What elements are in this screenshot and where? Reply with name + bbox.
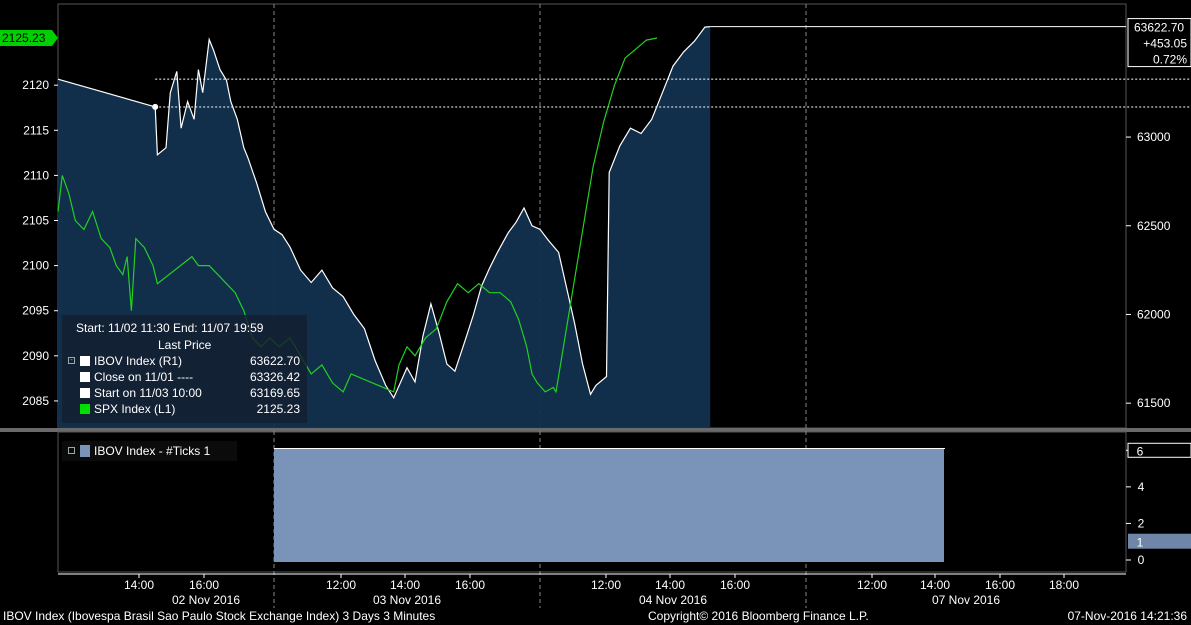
ticks-legend-name: IBOV Index - #Ticks 1 [94,444,211,458]
left-axis-label: 2115 [23,123,49,137]
legend-series-value: 63622.70 [249,354,300,368]
spx-line [57,37,658,394]
legend-series-value: 63169.65 [249,386,300,400]
spx-last-badge-pointer [52,30,58,47]
date-axis-label: 03 Nov 2016 [373,593,441,607]
legend-subheader: Last Price [158,338,212,352]
left-axis-label: 2090 [22,349,49,363]
time-axis-label: 14:00 [124,578,154,592]
ticks-axis-label: 4 [1138,480,1145,494]
ibov-last-box [1127,18,1191,68]
collapse-toggle-icon[interactable]: - [68,357,75,364]
right-axis-label: 61500 [1137,396,1171,410]
ibov-last-price-label: 63622.70 [1134,21,1184,35]
time-axis-label: 18:00 [1049,578,1079,592]
time-axis-label: 12:00 [857,578,887,592]
footer-copyright: Copyright© 2016 Bloomberg Finance L.P. [648,609,869,623]
legend-row-close[interactable]: Close on 11/01 ---- 63326.42 [68,370,304,384]
footer-timestamp: 07-Nov-2016 14:21:36 [1067,609,1187,623]
spx-last-badge [0,30,52,47]
legend-row-ibov[interactable]: - IBOV Index (R1) 63622.70 [68,354,304,368]
right-axis-label: 62000 [1137,307,1171,321]
legend-series-value: 2125.23 [256,402,300,416]
ticks-badge-label: 1 [1137,536,1144,550]
panel-divider [0,428,1191,432]
time-axis-label: 16:00 [720,578,750,592]
legend-series-name: IBOV Index (R1) [94,354,183,368]
legend-series-name: Start on 11/03 10:00 [94,386,202,400]
ticks-panel: 024616 [274,442,1191,567]
legend-series-name: Close on 11/01 ---- [94,370,194,384]
spx-last-badge-label: 2125.23 [2,31,46,45]
legend-row-start[interactable]: Start on 11/03 10:00 63169.65 [68,386,304,400]
ibov-change-label: +453.05 [1143,37,1187,51]
legend-swatch [80,388,90,398]
left-axis-label: 2085 [22,394,49,408]
ticks-last-label: 6 [1137,444,1144,458]
ticks-badge [1128,533,1191,549]
right-axis-label: 63000 [1137,130,1171,144]
time-axis-label: 14:00 [655,578,685,592]
ticks-last-box [1127,442,1191,458]
legend-swatch [80,356,90,366]
legend-swatch [80,372,90,382]
legend-series-name: SPX Index (L1) [94,402,176,416]
legend-swatch [80,404,90,414]
time-axis-label: 16:00 [455,578,485,592]
axes: 2085 2090 2095 2100 2105 2110 2115 2120 2125.23 6… [0,18,1191,607]
ticks-axis-label: 0 [1138,553,1145,567]
ticks-axis-label: 2 [1138,516,1145,530]
collapse-toggle-icon[interactable] [68,447,75,454]
legend-header: Start: 11/02 11:30 End: 11/07 19:59 [76,321,264,335]
left-axis-label: 2095 [22,304,49,318]
ticks-bars [274,448,944,562]
price-legend: Start: 11/02 11:30 End: 11/07 19:59 Last… [62,315,307,423]
left-axis-label: 2110 [23,168,49,182]
legend-series-value: 63326.42 [249,370,300,384]
ticks-legend[interactable]: IBOV Index - #Ticks 1 [62,441,237,461]
legend-swatch [80,445,90,457]
left-axis-label: 2105 [22,214,49,228]
footer-security-description: IBOV Index (Ibovespa Brasil Sao Paulo St… [3,609,436,623]
time-axis-label: 12:00 [326,578,356,592]
time-axis-label: 14:00 [920,578,950,592]
time-axis-label: 16:00 [189,578,219,592]
ibov-change-pct-label: 0.72% [1153,53,1187,67]
date-axis-label: 02 Nov 2016 [172,593,240,607]
start-marker [152,103,159,110]
date-axis-label: 07 Nov 2016 [932,593,1000,607]
ibov-line [57,26,711,400]
left-axis-label: 2100 [22,259,49,273]
right-axis-label: 62500 [1137,219,1171,233]
time-axis-label: 16:00 [985,578,1015,592]
date-axis-label: 04 Nov 2016 [639,593,707,607]
legend-row-spx[interactable]: SPX Index (L1) 2125.23 [68,402,304,416]
time-axis-label: 14:00 [390,578,420,592]
left-axis-label: 2120 [22,78,49,92]
time-axis-label: 12:00 [591,578,621,592]
